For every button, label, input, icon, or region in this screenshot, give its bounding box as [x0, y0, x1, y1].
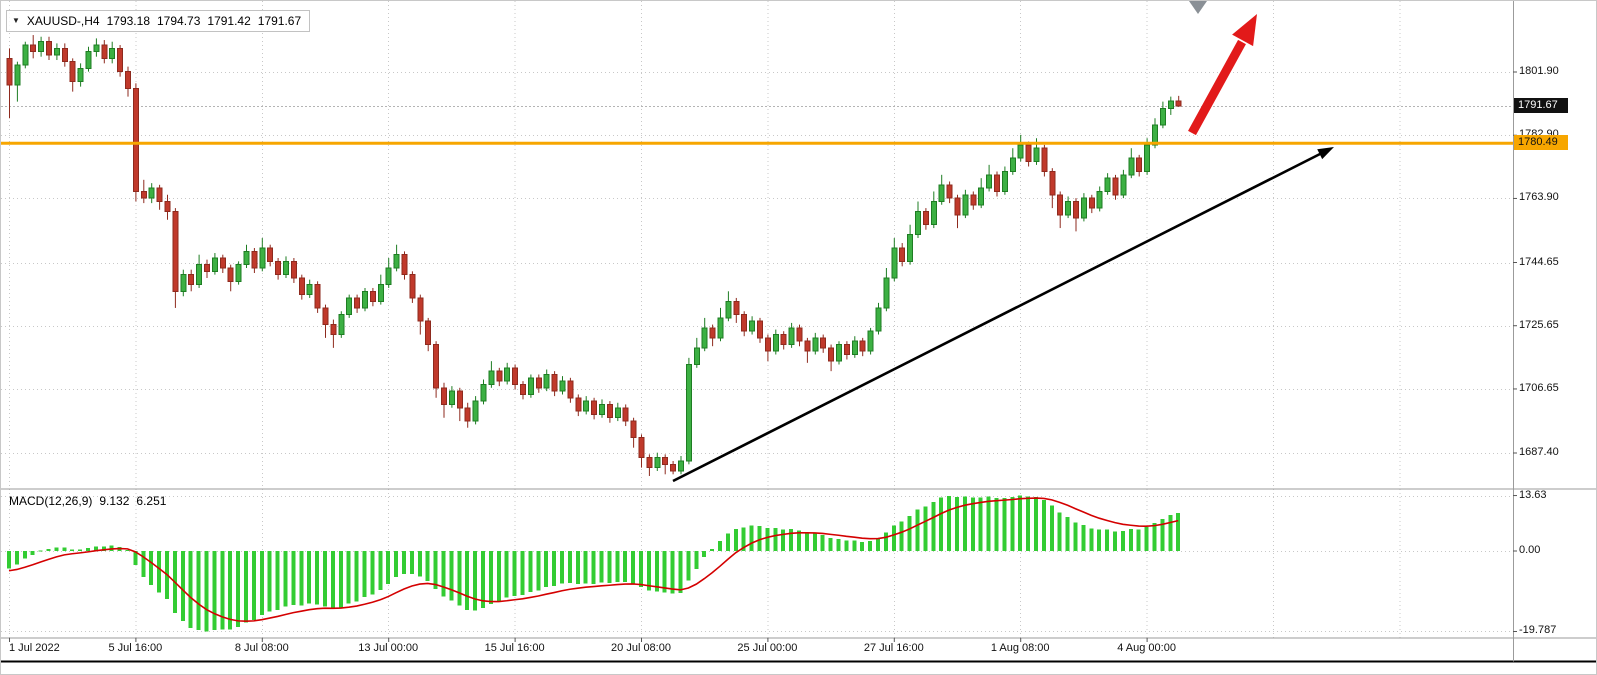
price-tick-label: 1687.40 — [1519, 446, 1559, 458]
ohlc-open: 1793.18 — [106, 14, 150, 28]
time-tick-label: 1 Aug 08:00 — [990, 642, 1050, 654]
macd-main-value: 9.132 — [99, 494, 130, 508]
time-tick-label: 8 Jul 08:00 — [234, 642, 289, 654]
price-tick-label: 1763.90 — [1519, 191, 1559, 204]
time-tick-label: 1 Jul 2022 — [9, 642, 60, 654]
hline-price-tag: 1780.49 — [1514, 135, 1568, 151]
impulse-arrow — [1188, 39, 1246, 136]
macd-signal-line — [8, 497, 1179, 622]
current-price-tag: 1791.67 — [1514, 98, 1568, 114]
time-tick-label: 20 Jul 08:00 — [611, 642, 671, 654]
macd-indicator-label: MACD(12,26,9) 9.132 6.251 — [9, 494, 166, 508]
trend-arrow — [672, 152, 1321, 483]
macd-tick-label: 13.63 — [1519, 488, 1547, 501]
time-tick-label: 25 Jul 00:00 — [737, 642, 798, 654]
macd-layer — [7, 495, 1181, 632]
macd-tick-label: -19.787 — [1519, 624, 1557, 637]
macd-signal-value: 6.251 — [136, 494, 167, 508]
macd-name: MACD(12,26,9) — [9, 494, 93, 508]
price-tick-label: 1801.90 — [1519, 65, 1559, 77]
symbol-dropdown-icon: ▼ — [12, 16, 20, 25]
annotations-layer — [1, 1, 1513, 483]
macd-tick-label: 0.00 — [1519, 544, 1541, 556]
pointer-marker-icon — [1189, 1, 1207, 14]
ohlc-high: 1794.73 — [157, 14, 201, 28]
impulse-arrow-head — [1232, 14, 1257, 47]
trend-arrow-head — [1317, 147, 1334, 160]
ohlc-close: 1791.67 — [257, 14, 302, 28]
time-tick-label: 13 Jul 00:00 — [358, 642, 419, 654]
candles-layer — [6, 35, 1182, 476]
price-tick-label: 1706.65 — [1519, 381, 1559, 394]
time-tick-label: 27 Jul 16:00 — [863, 642, 924, 654]
grid-layer — [1, 1, 1513, 638]
chart-title: ▼ XAUUSD-,H4 1793.18 1794.73 1791.42 179… — [6, 10, 311, 32]
price-tick-label: 1725.65 — [1519, 318, 1559, 331]
ohlc-low: 1791.42 — [207, 14, 251, 28]
time-tick-label: 5 Jul 16:00 — [108, 642, 163, 654]
price-tick-label: 1744.65 — [1519, 255, 1559, 268]
resistance-hline — [1, 141, 1513, 145]
time-tick-label: 15 Jul 16:00 — [484, 642, 545, 654]
time-tick-label: 4 Aug 00:00 — [1117, 642, 1176, 654]
symbol-timeframe: XAUUSD-,H4 — [26, 14, 100, 28]
